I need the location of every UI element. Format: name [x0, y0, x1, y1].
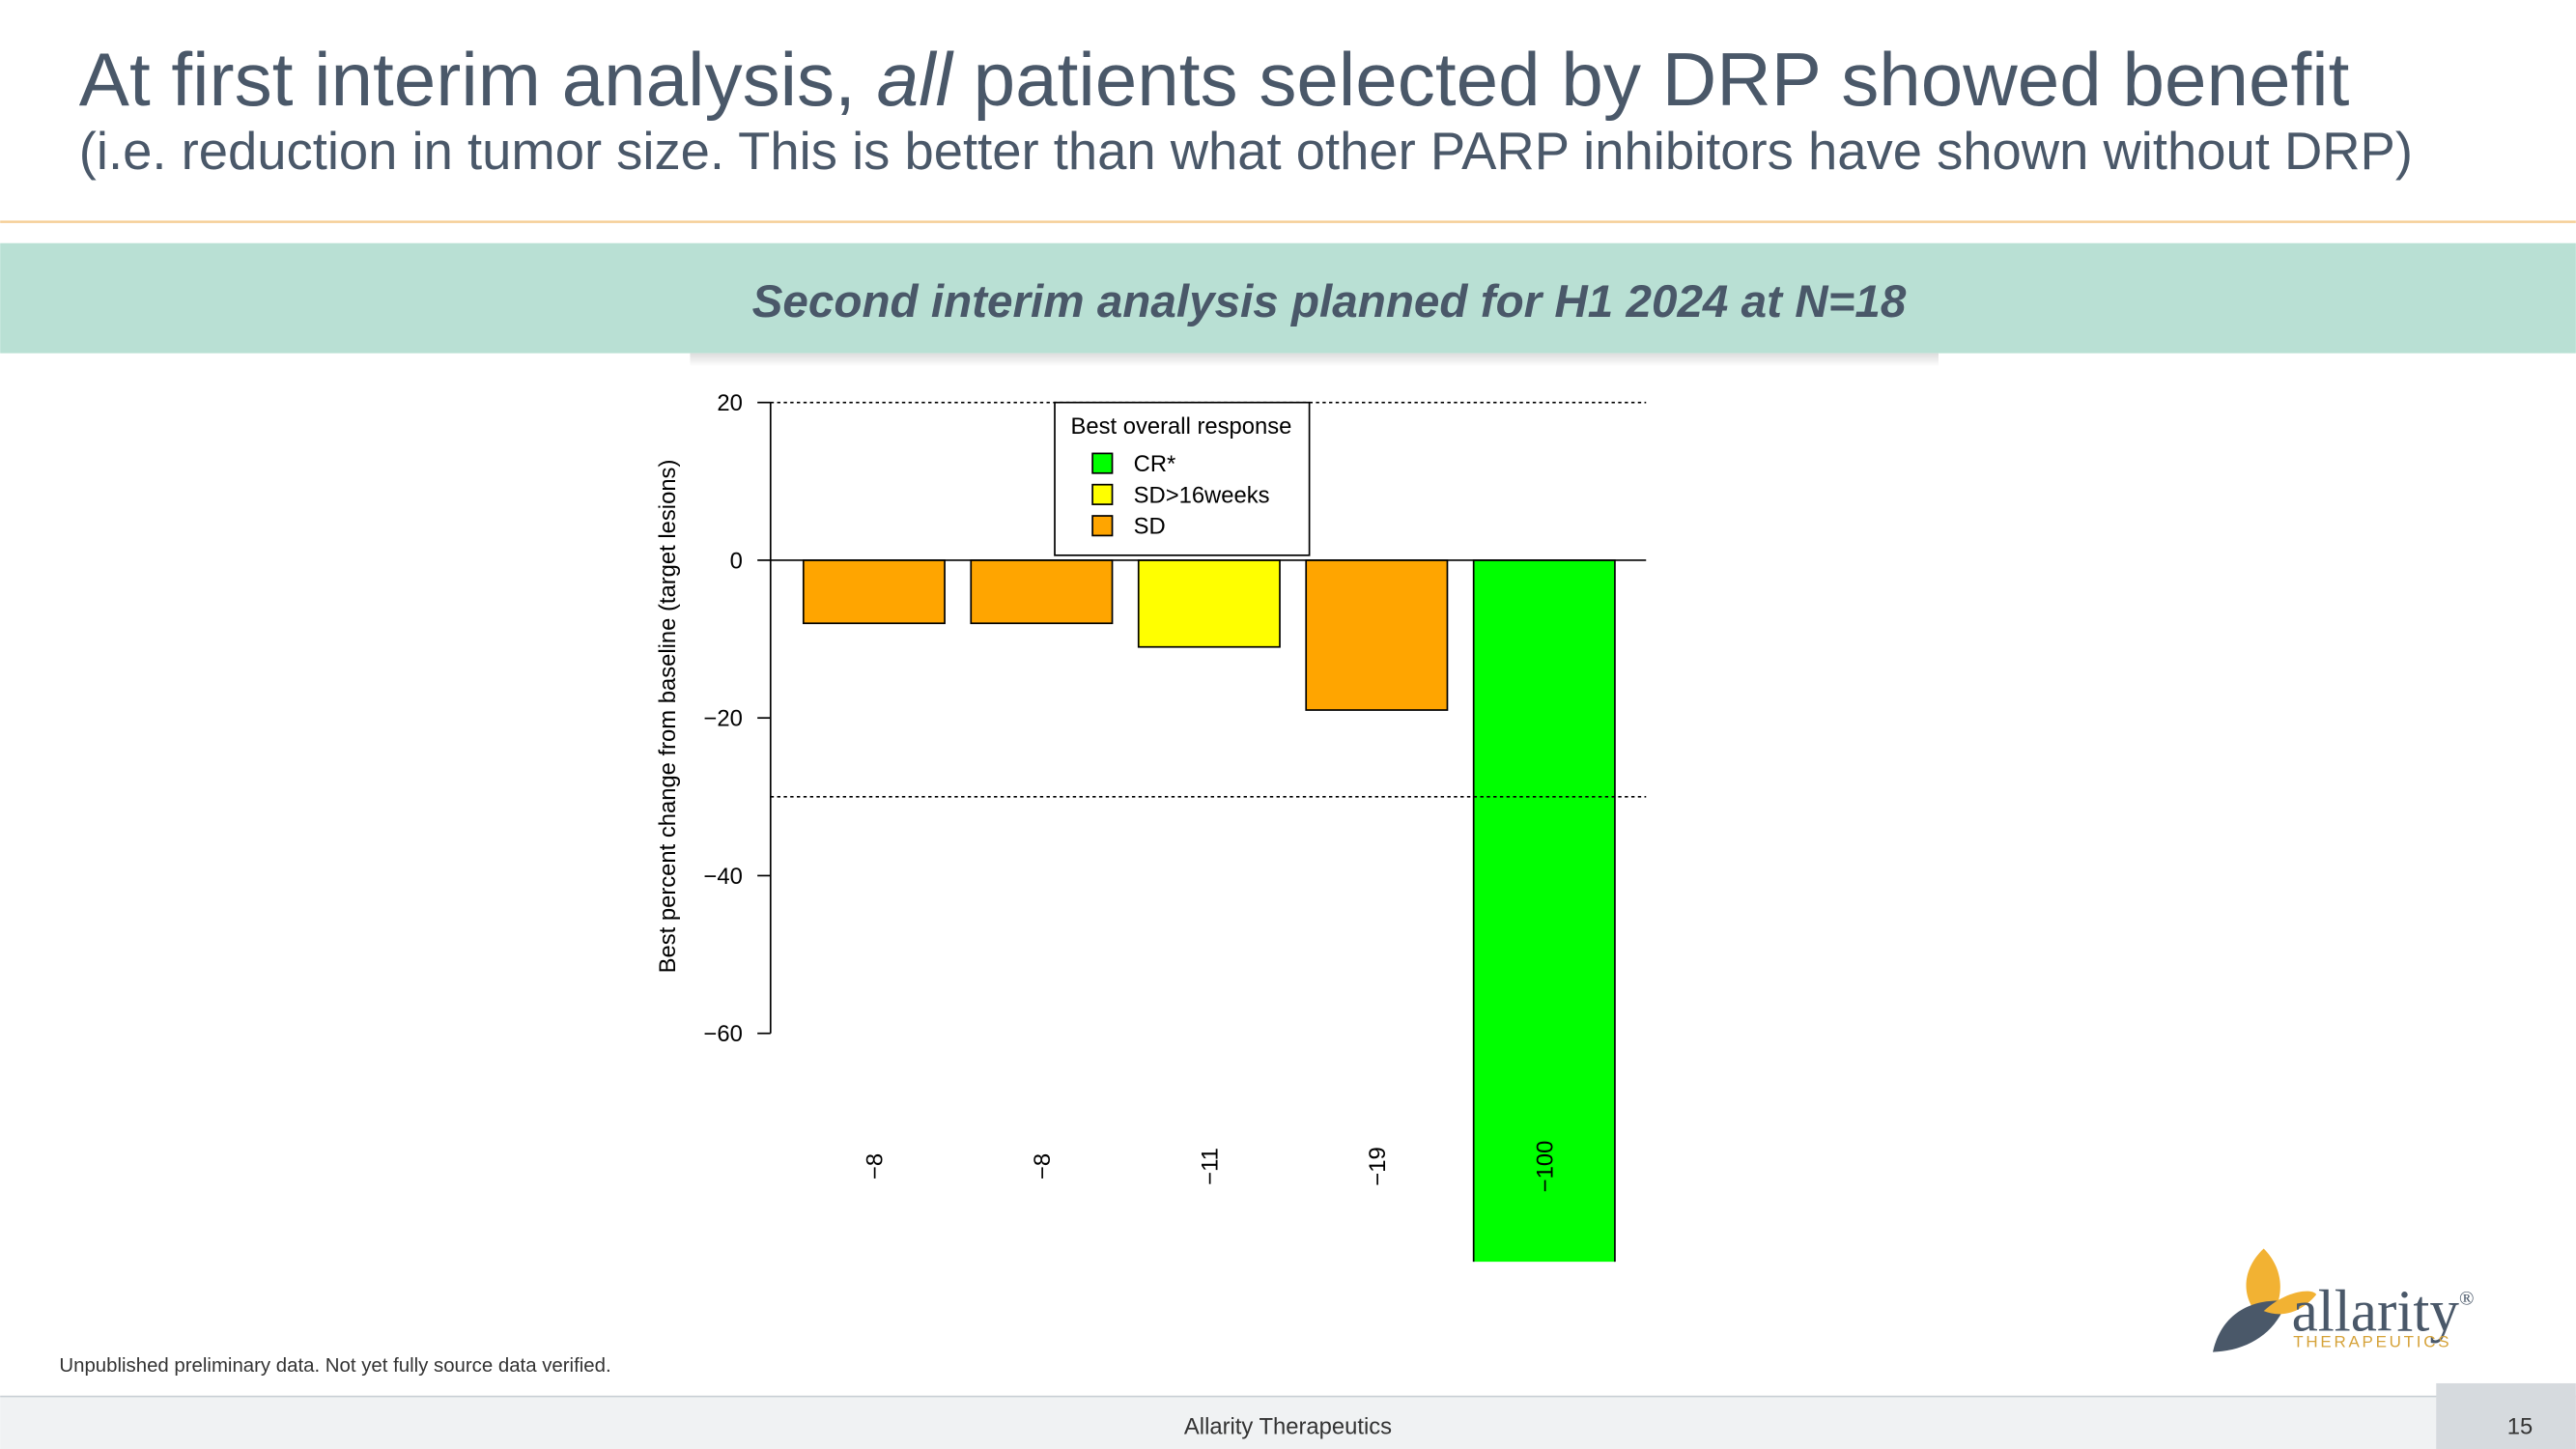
y-tick-label: 0	[730, 548, 743, 574]
legend-swatch	[1091, 483, 1114, 505]
legend-label: SD>16weeks	[1134, 482, 1270, 508]
slide-subtitle: (i.e. reduction in tumor size. This is b…	[79, 122, 2413, 181]
legend-label: CR*	[1134, 451, 1176, 477]
bar	[1472, 559, 1616, 1263]
bar	[1305, 559, 1449, 711]
y-tick-label: −20	[703, 706, 742, 732]
logo-leaf	[2212, 1300, 2287, 1352]
bar	[802, 559, 946, 625]
value-label: −19	[1365, 1147, 1391, 1185]
bar	[970, 559, 1114, 625]
value-label: −8	[1030, 1153, 1056, 1179]
logo-word: allarity	[2292, 1279, 2460, 1345]
footer-company: Allarity Therapeutics	[1184, 1414, 1392, 1440]
page-box	[2436, 1382, 2576, 1449]
y-axis-label: Best percent change from baseline (targe…	[655, 460, 681, 974]
y-tick-label: −40	[703, 864, 742, 890]
logo-name: allarity®	[2292, 1279, 2475, 1345]
banner-bg	[0, 242, 2576, 354]
legend-swatch	[1091, 452, 1114, 474]
value-label: −8	[862, 1153, 888, 1179]
bar	[1137, 559, 1281, 648]
footnote: Unpublished preliminary data. Not yet fu…	[59, 1355, 610, 1377]
banner-shadow	[690, 353, 1939, 367]
value-label: −11	[1197, 1148, 1223, 1185]
banner-text: Second interim analysis planned for H1 2…	[752, 276, 1907, 327]
title-part: patients selected by DRP showed benefit	[952, 37, 2350, 122]
title-part: all	[877, 37, 955, 122]
legend-label: SD	[1134, 514, 1166, 540]
logo-leaf	[2263, 1291, 2317, 1315]
logo-mark: ®	[2459, 1288, 2475, 1309]
legend-title: Best overall response	[1071, 413, 1292, 440]
y-tick-label: −60	[703, 1021, 742, 1047]
plot	[802, 559, 1616, 1263]
logo: allarity® THERAPEUTICS	[2212, 1248, 2475, 1352]
title-part: At first interim analysis,	[79, 37, 877, 122]
page-number: 15	[2507, 1414, 2533, 1440]
legend-swatch	[1091, 515, 1114, 537]
y-tick-label: 20	[717, 390, 742, 416]
chart: 20 0 −20 −40 −60 Best percent change from bas…	[655, 390, 1647, 1263]
value-label: −100	[1532, 1141, 1558, 1193]
footer-bg	[0, 1396, 2576, 1449]
slide-title: At first interim analysis, all patients …	[79, 37, 2350, 122]
logo-tagline: THERAPEUTICS	[2293, 1333, 2451, 1351]
